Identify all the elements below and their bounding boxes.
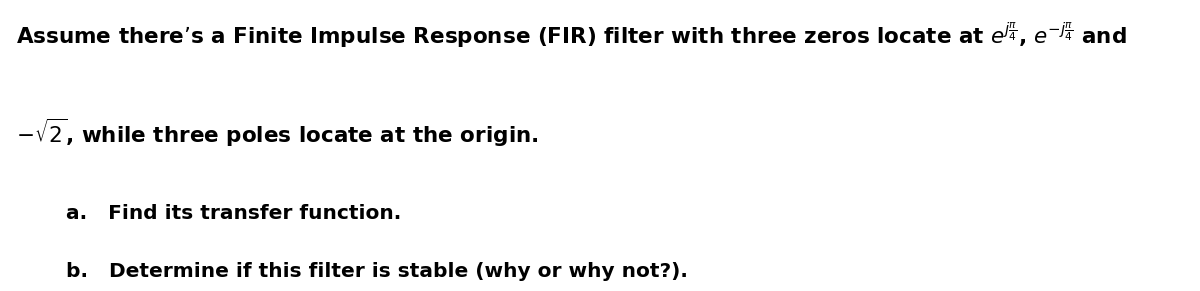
Text: b.   Determine if this filter is stable (why or why not?).: b. Determine if this filter is stable (w… xyxy=(66,262,688,281)
Text: Assume there’s a Finite Impulse Response (FIR) filter with three zeros locate at: Assume there’s a Finite Impulse Response… xyxy=(16,20,1127,50)
Text: $-\sqrt{2}$, while three poles locate at the origin.: $-\sqrt{2}$, while three poles locate at… xyxy=(16,116,539,149)
Text: a.   Find its transfer function.: a. Find its transfer function. xyxy=(66,204,401,223)
